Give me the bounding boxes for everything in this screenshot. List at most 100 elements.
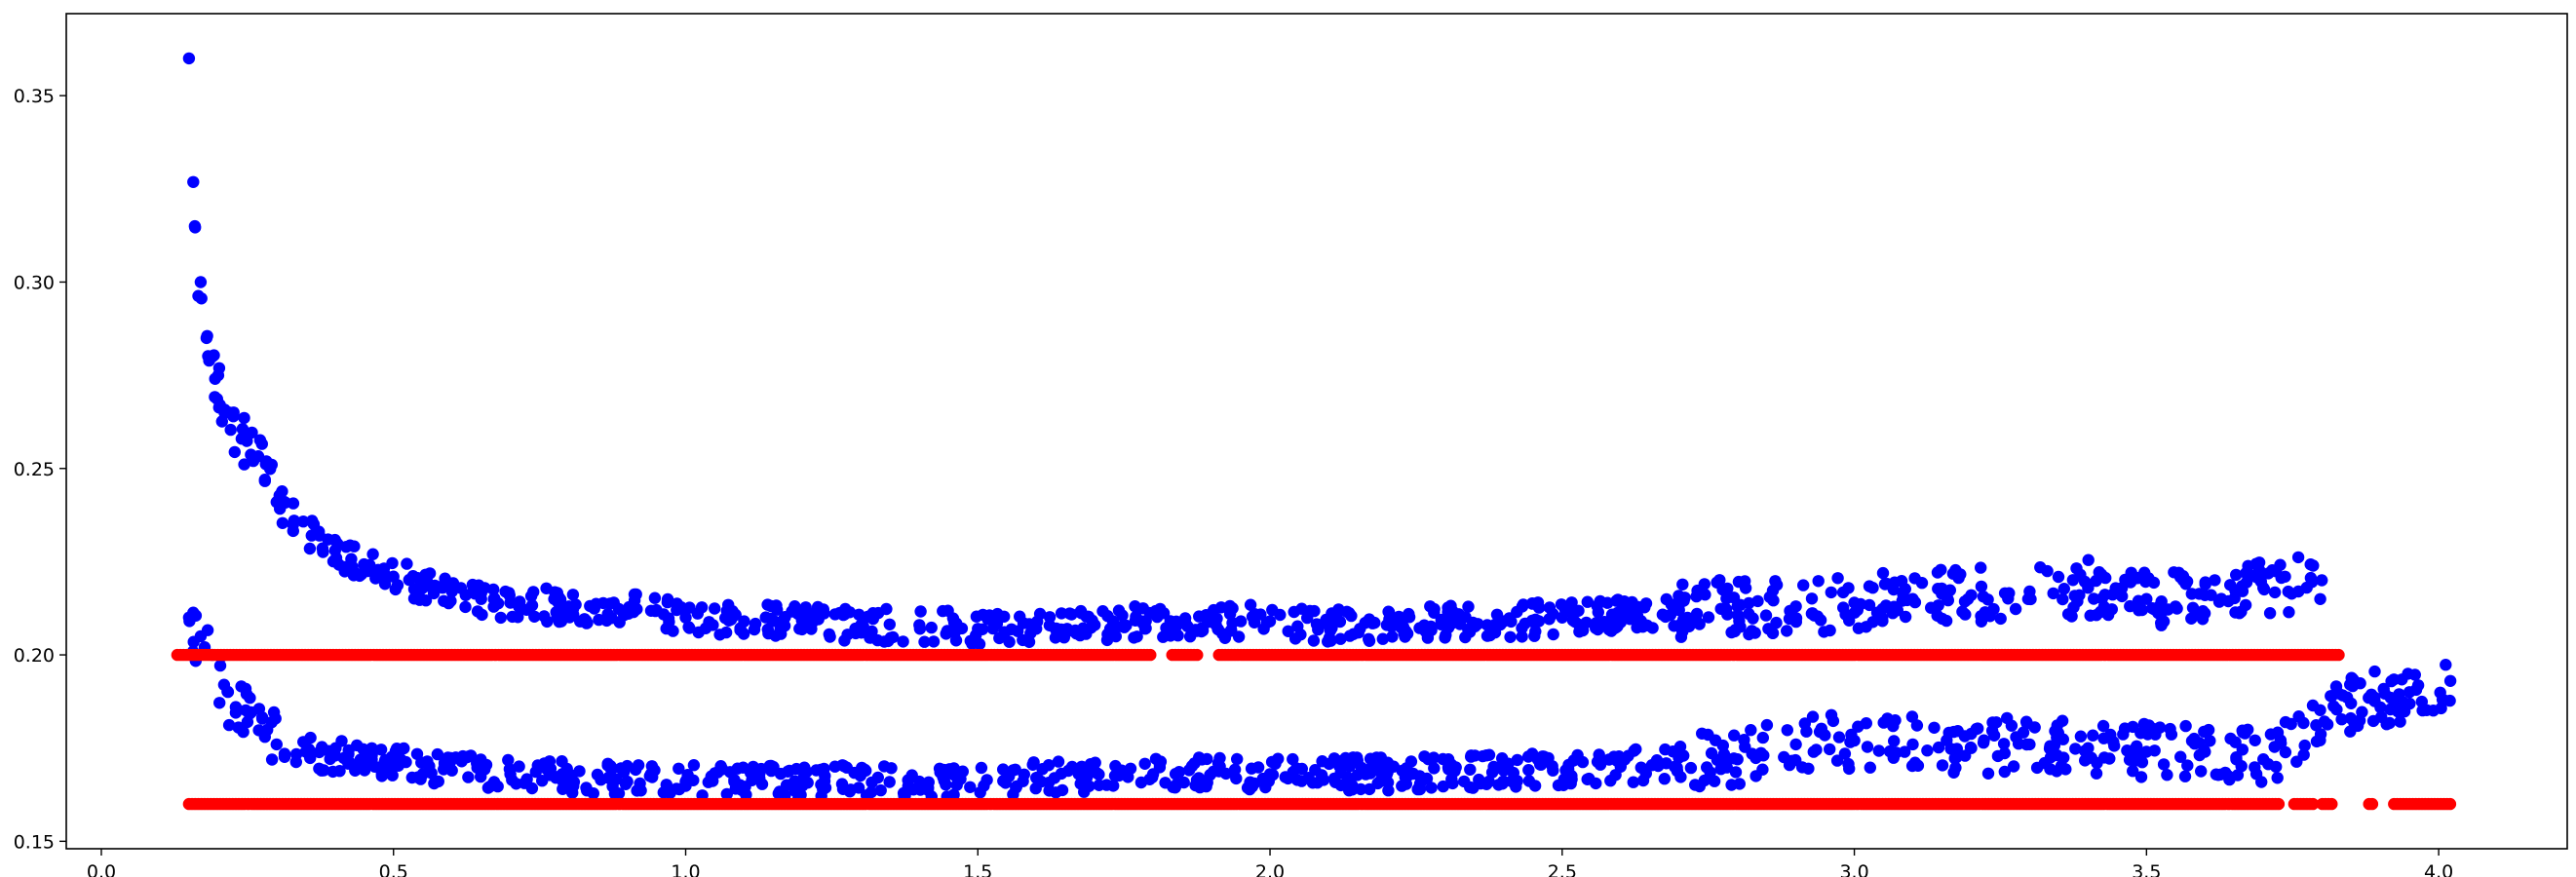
- data-point: [2178, 770, 2192, 782]
- data-point: [937, 604, 949, 618]
- data-point: [445, 585, 458, 598]
- data-point: [2044, 763, 2057, 776]
- data-point: [2230, 753, 2243, 766]
- data-point: [1465, 749, 1478, 762]
- data-point: [2403, 686, 2416, 699]
- data-point: [252, 703, 266, 715]
- data-point: [2204, 735, 2216, 747]
- data-point: [2012, 738, 2025, 750]
- data-point: [617, 766, 631, 779]
- y-tick-label: 0.25: [14, 459, 55, 480]
- data-point: [423, 567, 437, 580]
- data-point: [328, 749, 341, 762]
- data-point: [1063, 607, 1076, 620]
- data-point: [445, 764, 458, 777]
- data-point: [1109, 759, 1122, 773]
- data-point: [1630, 743, 1642, 756]
- data-point: [288, 515, 300, 527]
- data-point: [1315, 769, 1328, 782]
- data-point: [247, 454, 260, 468]
- data-point: [525, 782, 539, 795]
- data-point: [2202, 723, 2215, 737]
- data-point: [1998, 746, 2011, 760]
- data-point: [922, 776, 935, 788]
- data-point: [2249, 768, 2263, 781]
- data-point: [2223, 773, 2236, 786]
- data-point: [1769, 575, 1782, 588]
- data-point: [2229, 736, 2242, 748]
- data-point: [551, 611, 563, 624]
- data-point: [871, 771, 884, 784]
- data-point: [2233, 607, 2246, 620]
- data-point: [276, 516, 289, 529]
- data-point: [588, 602, 600, 615]
- data-point: [1149, 752, 1163, 765]
- data-point: [1767, 594, 1780, 607]
- data-point: [902, 774, 914, 786]
- data-point: [1728, 729, 1741, 742]
- data-point: [798, 761, 811, 774]
- data-point: [1965, 742, 1978, 754]
- data-point: [913, 775, 926, 788]
- data-point: [2057, 583, 2070, 595]
- data-point: [2416, 704, 2429, 717]
- data-point: [1107, 780, 1120, 792]
- data-point: [2272, 797, 2286, 811]
- data-point: [1093, 768, 1105, 781]
- data-point: [1191, 648, 1204, 662]
- data-point: [1496, 752, 1509, 765]
- data-point: [1351, 769, 1365, 782]
- data-point: [2374, 701, 2387, 714]
- data-point: [1935, 563, 1947, 576]
- data-point: [1497, 764, 1511, 777]
- data-point: [1272, 752, 1285, 765]
- data-point: [182, 611, 196, 624]
- data-point: [305, 529, 318, 542]
- data-point: [1528, 780, 1542, 792]
- data-point: [2073, 589, 2086, 601]
- data-point: [566, 589, 580, 601]
- data-point: [720, 787, 733, 801]
- data-point: [376, 761, 389, 775]
- x-tick-label: 0.5: [379, 861, 408, 877]
- data-point: [2164, 722, 2176, 736]
- data-point: [244, 692, 256, 705]
- data-point: [444, 753, 457, 766]
- data-point: [387, 570, 400, 583]
- data-point: [927, 635, 941, 648]
- data-point: [2242, 559, 2254, 572]
- data-point: [187, 175, 200, 188]
- data-point: [2249, 734, 2261, 746]
- data-point: [2103, 752, 2116, 765]
- data-point: [2065, 610, 2078, 623]
- data-point: [1401, 762, 1413, 775]
- data-point: [860, 764, 872, 778]
- data-point: [2119, 573, 2132, 587]
- data-point: [2082, 553, 2095, 566]
- data-point: [502, 753, 515, 767]
- data-point: [1439, 631, 1451, 644]
- data-point: [1307, 634, 1321, 647]
- data-point: [2353, 714, 2366, 727]
- data-point: [2148, 603, 2161, 616]
- data-point: [1547, 764, 1559, 777]
- data-point: [1340, 605, 1354, 618]
- data-point: [1733, 778, 1747, 790]
- data-point: [2174, 750, 2187, 763]
- data-point: [764, 599, 778, 613]
- data-point: [897, 786, 910, 800]
- data-point: [237, 725, 250, 739]
- data-point: [299, 745, 312, 758]
- data-point: [998, 627, 1012, 639]
- data-point: [239, 682, 252, 695]
- data-point: [1800, 725, 1813, 738]
- data-point: [1766, 584, 1780, 597]
- data-point: [1343, 760, 1357, 773]
- data-point: [2007, 760, 2020, 773]
- data-point: [1301, 611, 1314, 625]
- plot-frame: [65, 13, 2568, 850]
- data-point: [2047, 587, 2059, 600]
- data-point: [1812, 575, 1825, 588]
- data-point: [1517, 598, 1530, 611]
- data-point: [386, 769, 399, 782]
